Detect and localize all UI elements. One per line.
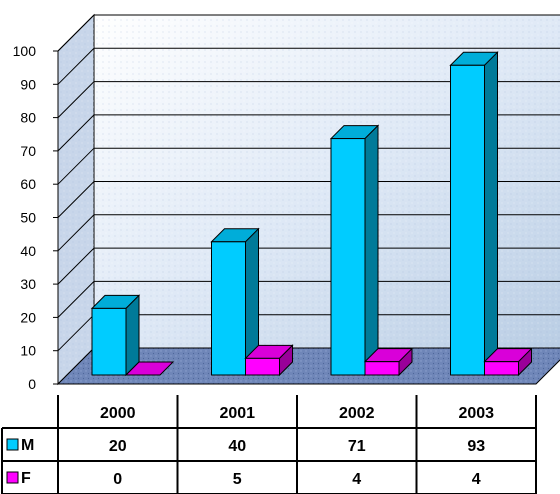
data-label-M: 40 <box>228 438 246 455</box>
bars <box>90 51 533 377</box>
data-label-F: 4 <box>472 471 481 488</box>
gridline <box>57 81 560 118</box>
bar-M-2003 <box>449 51 499 377</box>
bar-M-2002 <box>329 124 380 377</box>
bar-F-2001 <box>244 344 294 377</box>
y-tick-label: 10 <box>20 343 36 359</box>
legend-key-F <box>6 471 19 484</box>
gridline <box>57 247 560 285</box>
legend-key-M <box>6 438 19 451</box>
bar-M-2000 <box>90 294 141 377</box>
gridline <box>57 14 560 52</box>
y-tick-label: 40 <box>20 243 36 259</box>
bar-F-2000 <box>124 361 175 376</box>
legend-label-F: F <box>21 470 31 487</box>
x-tick-label: 2001 <box>219 405 255 422</box>
floor-plane <box>56 347 560 385</box>
gridline <box>57 114 560 152</box>
y-tick-label: 50 <box>20 210 36 226</box>
data-label-F: 4 <box>352 471 361 488</box>
y-tick-label: 80 <box>20 110 36 126</box>
y-tick-label: 100 <box>13 43 37 59</box>
gridline <box>57 280 560 318</box>
x-tick-label: 2002 <box>339 405 375 422</box>
y-tick-label: 20 <box>20 309 36 325</box>
gridline <box>57 47 560 85</box>
x-tick-label: 2003 <box>458 405 494 422</box>
bar-M-2001 <box>210 227 260 377</box>
x-tick-label: 2000 <box>100 405 136 422</box>
data-label-M: 93 <box>467 438 485 455</box>
data-label-M: 71 <box>348 438 366 455</box>
legend-label-M: M <box>21 437 34 454</box>
data-label-F: 5 <box>233 471 242 488</box>
gridlines <box>57 14 560 385</box>
data-label-M: 20 <box>109 438 127 455</box>
gridline <box>57 214 560 252</box>
y-tick-label: 90 <box>20 76 36 92</box>
y-axis: 0 10 20 30 40 50 60 70 80 90 100 <box>13 43 59 392</box>
bar-F-2002 <box>363 347 414 377</box>
chart-floor <box>56 347 560 385</box>
data-table: 2000 2001 2002 2003 M 20 40 71 93 F 0 5 4 4 <box>1 395 537 494</box>
y-tick-label: 70 <box>20 143 36 159</box>
y-tick-label: 30 <box>20 276 36 292</box>
gridline <box>57 147 560 185</box>
bar-F-2003 <box>483 347 533 377</box>
data-label-F: 0 <box>113 471 122 488</box>
gridline <box>57 181 560 218</box>
y-tick-label: 60 <box>20 176 36 192</box>
y-tick-label: 0 <box>28 376 36 392</box>
